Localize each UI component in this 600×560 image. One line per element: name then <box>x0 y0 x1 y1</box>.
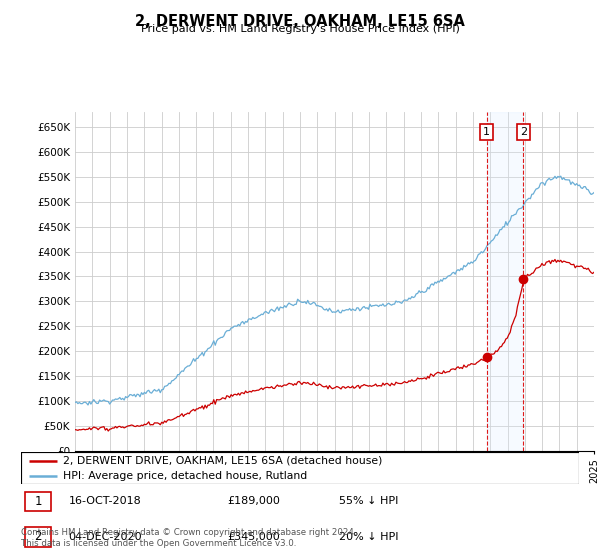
Text: 2, DERWENT DRIVE, OAKHAM, LE15 6SA (detached house): 2, DERWENT DRIVE, OAKHAM, LE15 6SA (deta… <box>63 456 382 466</box>
Text: HPI: Average price, detached house, Rutland: HPI: Average price, detached house, Rutl… <box>63 470 307 480</box>
Text: £189,000: £189,000 <box>227 496 280 506</box>
FancyBboxPatch shape <box>25 492 50 511</box>
Bar <box>487 112 523 451</box>
Text: 04-DEC-2020: 04-DEC-2020 <box>68 532 142 542</box>
FancyBboxPatch shape <box>25 528 50 547</box>
Text: 2: 2 <box>520 127 527 137</box>
Text: 2: 2 <box>34 530 42 544</box>
Text: 1: 1 <box>34 494 42 508</box>
Text: 55% ↓ HPI: 55% ↓ HPI <box>339 496 398 506</box>
FancyBboxPatch shape <box>21 452 579 484</box>
Text: 20% ↓ HPI: 20% ↓ HPI <box>339 532 398 542</box>
Text: 2, DERWENT DRIVE, OAKHAM, LE15 6SA: 2, DERWENT DRIVE, OAKHAM, LE15 6SA <box>135 14 465 29</box>
Text: 16-OCT-2018: 16-OCT-2018 <box>68 496 141 506</box>
Text: 1: 1 <box>483 127 490 137</box>
Text: Price paid vs. HM Land Registry's House Price Index (HPI): Price paid vs. HM Land Registry's House … <box>140 24 460 34</box>
Text: Contains HM Land Registry data © Crown copyright and database right 2024.
This d: Contains HM Land Registry data © Crown c… <box>21 528 356 548</box>
Text: £345,000: £345,000 <box>227 532 280 542</box>
